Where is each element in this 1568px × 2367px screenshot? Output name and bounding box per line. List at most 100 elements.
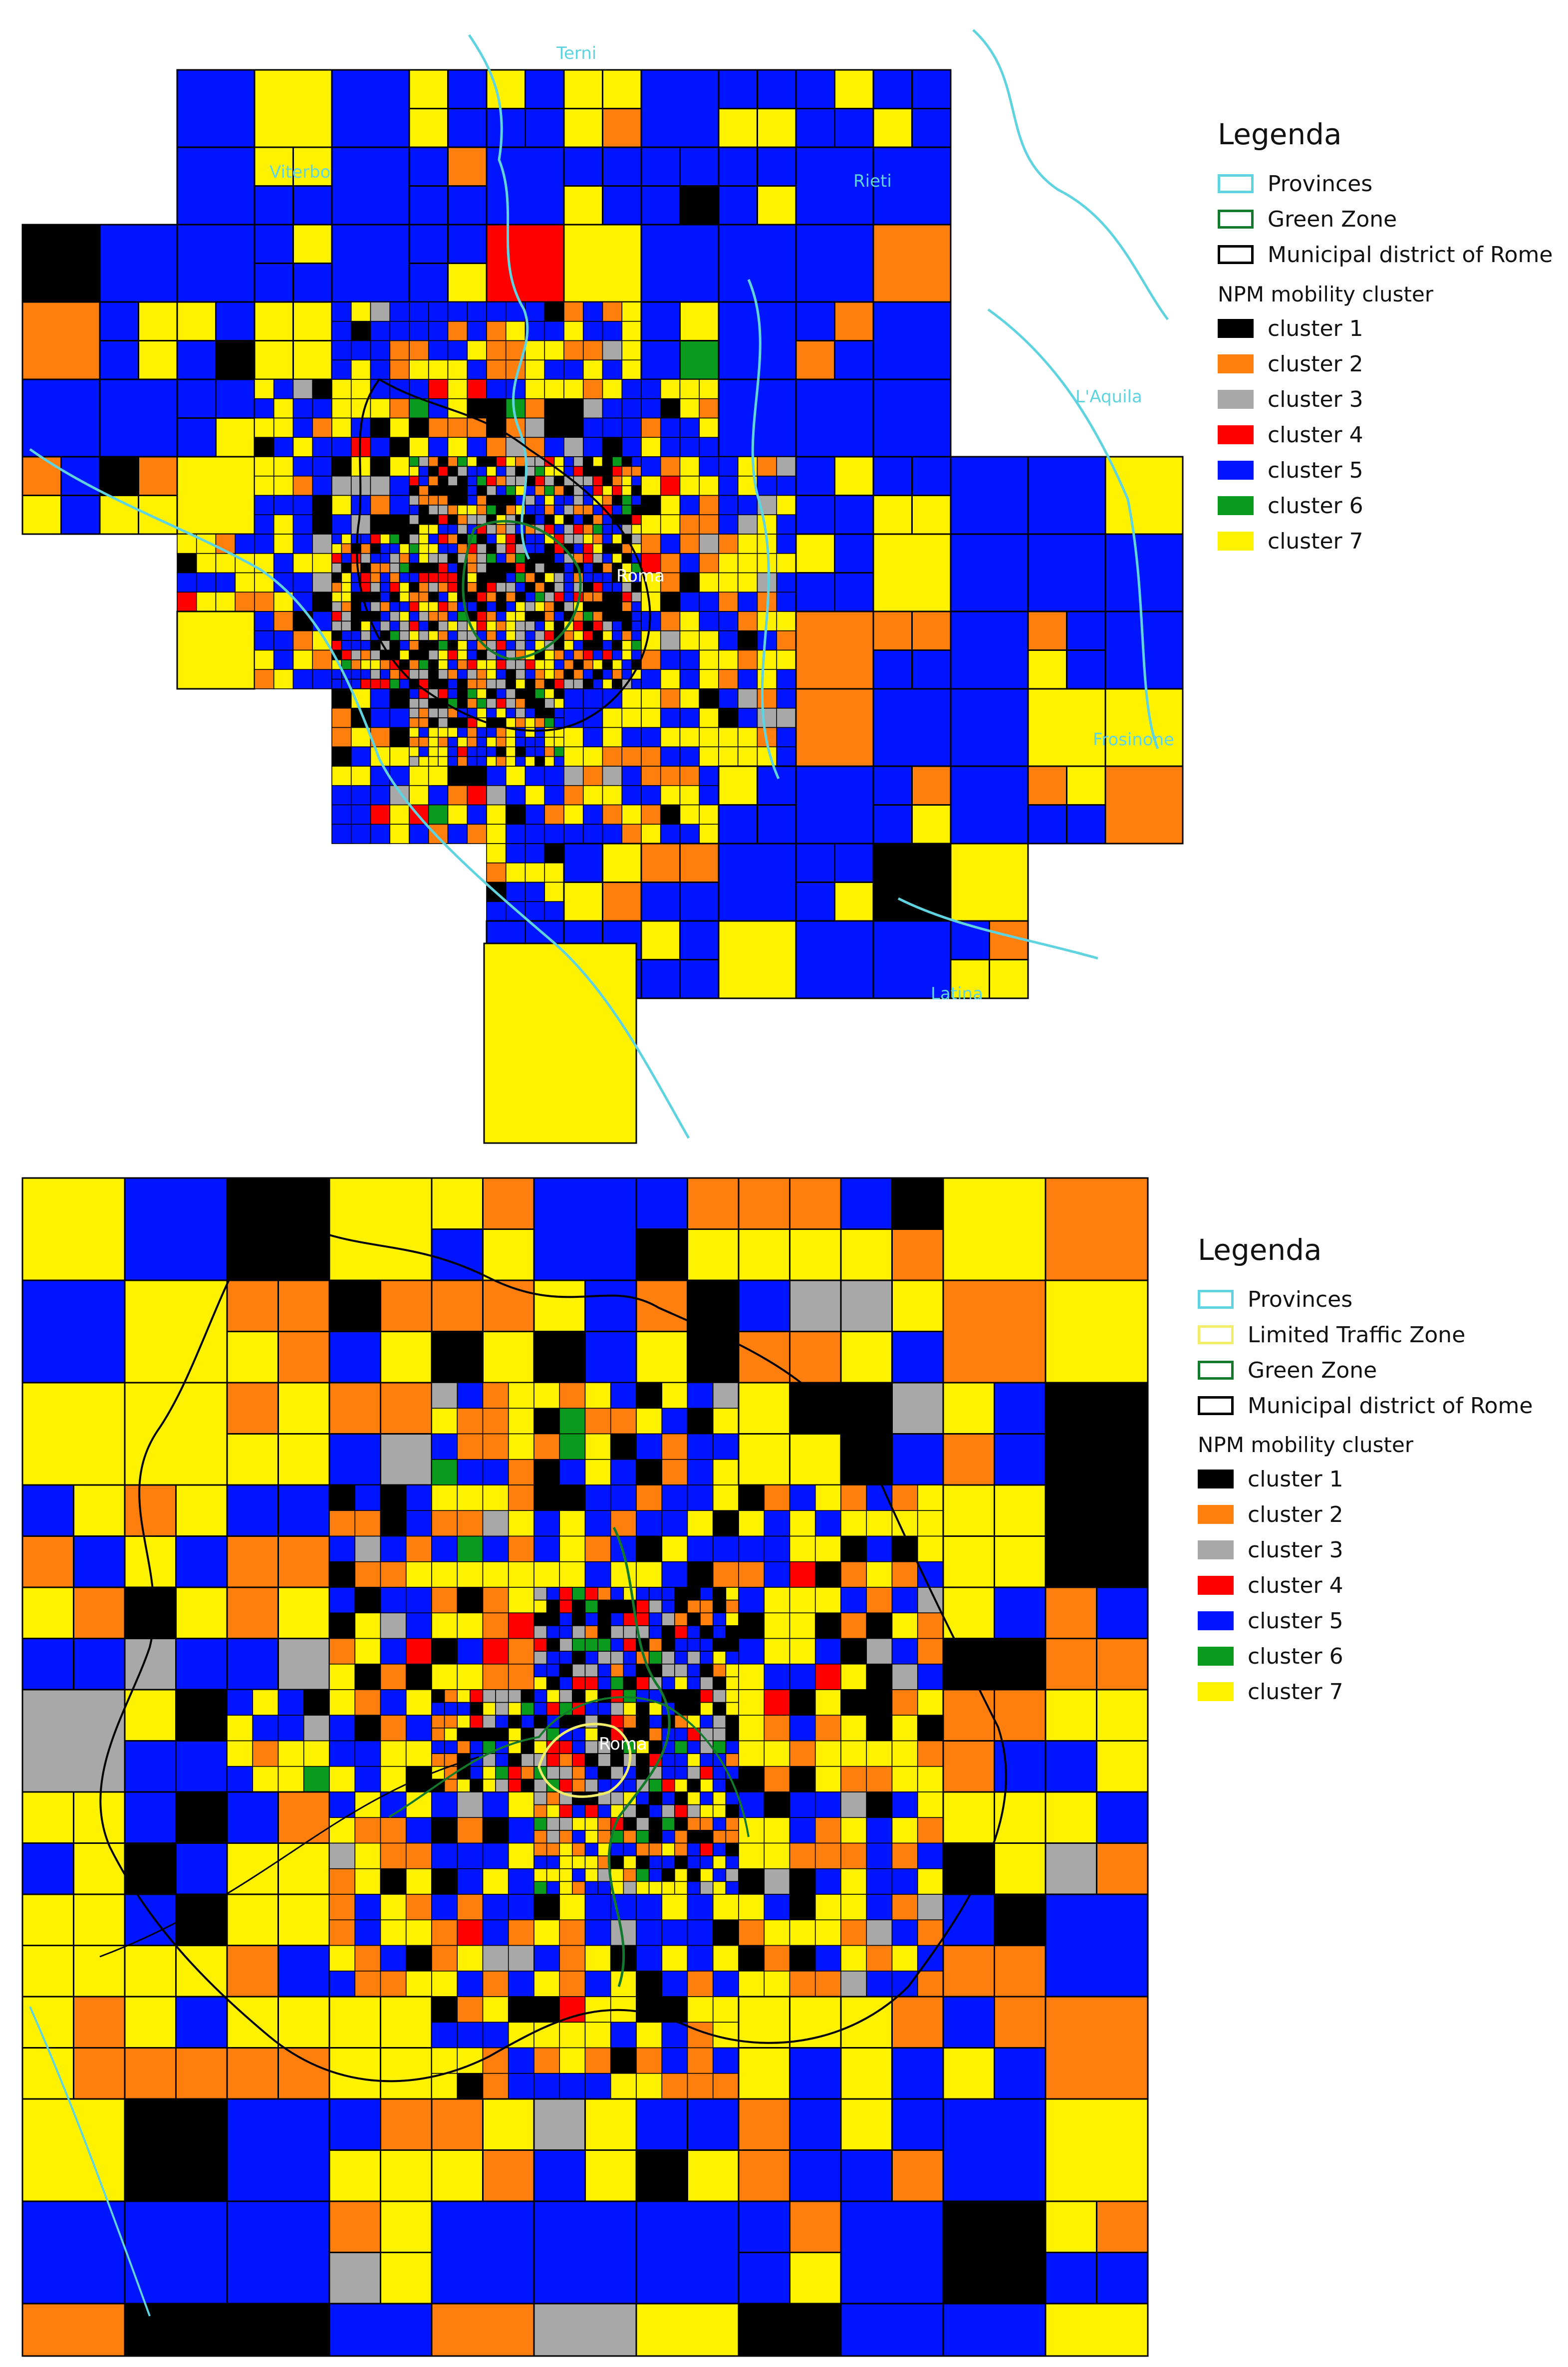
cluster-5-cell <box>661 1510 688 1537</box>
cluster-7-cell <box>699 727 719 748</box>
cluster-5-cell <box>496 669 507 680</box>
cluster-5-cell <box>553 717 564 728</box>
cluster-3-cell <box>687 1766 701 1780</box>
cluster-7-cell <box>370 746 391 767</box>
cluster-5-cell <box>277 1715 304 1742</box>
cluster-5-cell <box>408 263 449 303</box>
top-map-legend: Legenda Provinces Green Zone Municipal d… <box>1218 117 1567 567</box>
cluster-7-cell <box>175 1945 228 1998</box>
cluster-7-cell <box>428 737 439 748</box>
cluster-5-cell <box>602 553 613 564</box>
cluster-5-cell <box>350 678 361 689</box>
cluster-5-cell <box>546 1881 560 1895</box>
cluster-4-cell <box>546 1753 560 1767</box>
cluster-5-cell <box>428 785 449 806</box>
cluster-5-cell <box>866 1842 893 1869</box>
cluster-2-cell <box>546 1791 560 1805</box>
cluster-1-cell <box>329 1612 356 1639</box>
bottom-map-boundaries <box>29 1207 1007 2317</box>
cluster-1-cell <box>712 1919 739 1946</box>
cluster-7-cell <box>544 688 555 699</box>
cluster-1-cell <box>563 514 574 525</box>
cluster-1-cell <box>354 1715 381 1742</box>
cluster-3-cell <box>496 678 507 689</box>
cluster-1-cell <box>524 678 535 689</box>
cluster-7-cell <box>176 610 256 690</box>
cluster-5-cell <box>584 1702 598 1716</box>
cluster-5-cell <box>292 185 333 226</box>
cluster-5-cell <box>712 1535 739 1562</box>
cluster-7-cell <box>273 456 294 477</box>
cluster-4-cell <box>592 620 603 631</box>
cluster-7-cell <box>331 417 352 438</box>
cluster-5-cell <box>789 1817 816 1844</box>
cluster-7-cell <box>776 495 796 516</box>
cluster-3-cell <box>370 475 391 496</box>
cluster-7-cell <box>789 1612 816 1639</box>
cluster-5-cell <box>738 1535 765 1562</box>
cluster-7-cell <box>602 843 642 883</box>
cluster-5-cell <box>553 611 564 622</box>
cluster-7-cell <box>621 485 632 496</box>
cluster-5-cell <box>891 1919 918 1946</box>
cluster-1-cell <box>389 514 410 535</box>
cluster-7-cell <box>254 456 274 477</box>
cluster-7-cell <box>712 1408 739 1435</box>
cluster-4-cell <box>636 1676 650 1690</box>
cluster-3-cell <box>505 688 516 699</box>
cluster-5-cell <box>544 901 564 921</box>
cluster-7-cell <box>764 1612 790 1639</box>
cluster-5-cell <box>718 69 758 109</box>
cluster-7-cell <box>725 1689 739 1703</box>
cluster-7-cell <box>508 1408 534 1435</box>
cluster-7-cell <box>699 669 719 689</box>
cluster-7-cell <box>354 1638 381 1665</box>
cluster-1-cell <box>457 2072 484 2099</box>
cluster-1-cell <box>380 1510 407 1537</box>
cluster-2-cell <box>674 1842 688 1856</box>
cluster-2-cell <box>438 630 449 641</box>
cluster-5-cell <box>524 592 535 602</box>
cluster-7-cell <box>457 1778 471 1792</box>
cluster-5-cell <box>814 1510 841 1537</box>
cluster-2-cell <box>21 456 62 496</box>
cluster-1-cell <box>457 688 468 699</box>
cluster-5-cell <box>533 1702 547 1716</box>
cluster-5-cell <box>21 2200 126 2305</box>
cluster-5-cell <box>563 572 574 583</box>
cluster-5-cell <box>99 378 178 458</box>
cluster-7-cell <box>482 1996 509 2023</box>
cluster-2-cell <box>757 688 778 709</box>
cluster-3-cell <box>563 678 574 689</box>
cluster-3-cell <box>331 601 342 612</box>
legend-label: cluster 7 <box>1268 529 1363 554</box>
cluster-7-cell <box>350 301 371 322</box>
cluster-7-cell <box>635 1331 688 1384</box>
cluster-7-cell <box>764 1638 790 1665</box>
cluster-6-cell <box>534 592 545 602</box>
cluster-7-cell <box>483 942 637 1144</box>
cluster-1-cell <box>447 495 458 506</box>
cluster-5-swatch <box>1218 461 1254 480</box>
cluster-1-cell <box>866 1791 893 1818</box>
cluster-2-cell <box>360 543 371 554</box>
cluster-7-cell <box>725 1663 739 1678</box>
legend-title: Legenda <box>1218 117 1342 151</box>
cluster-7-cell <box>515 601 526 612</box>
cluster-2-cell <box>438 582 449 593</box>
cluster-5-cell <box>661 2047 688 2074</box>
cluster-1-cell <box>515 746 526 757</box>
cluster-2-cell <box>457 1996 484 2023</box>
cluster-1-cell <box>840 1382 893 1435</box>
cluster-7-cell <box>592 456 603 467</box>
cluster-1-cell <box>476 534 487 545</box>
cluster-1-cell <box>409 524 420 535</box>
cluster-2-cell <box>764 1766 790 1792</box>
cluster-7-cell <box>660 669 681 689</box>
cluster-3-cell <box>438 707 449 718</box>
cluster-7-cell <box>405 1791 432 1818</box>
cluster-4-cell <box>559 1587 573 1601</box>
cluster-7-cell <box>447 263 488 303</box>
cluster-3-cell <box>515 475 526 486</box>
